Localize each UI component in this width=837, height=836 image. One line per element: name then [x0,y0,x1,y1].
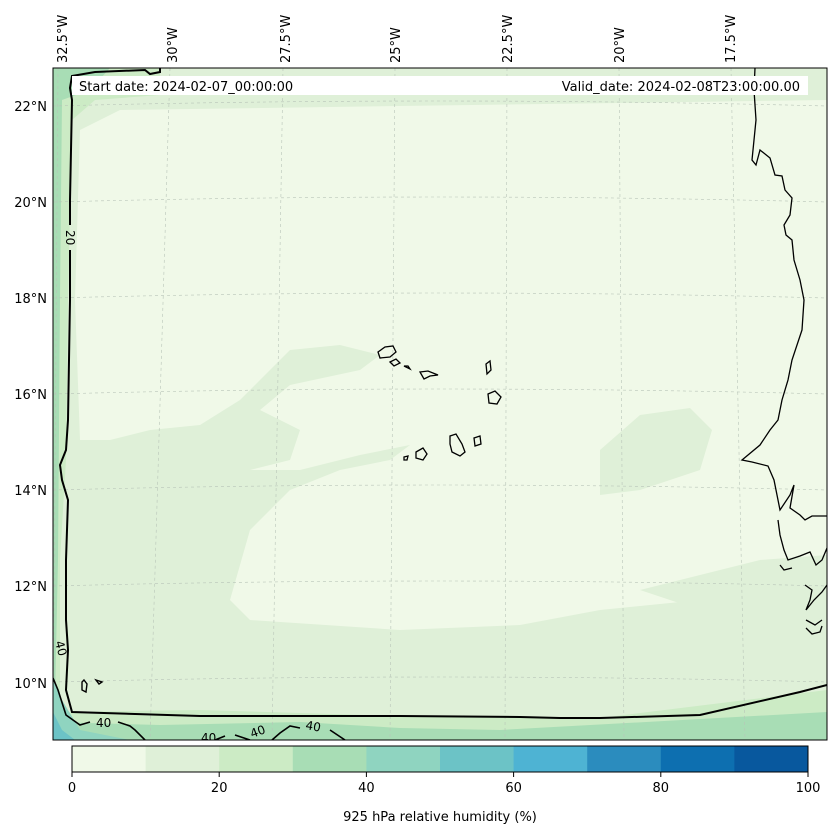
graticule [53,68,827,740]
island-santiago [449,433,466,457]
island-fogo [415,447,428,461]
longitude-labels: 32.5°W 30°W 27.5°W 25°W 22.5°W 20°W 17.5… [56,15,739,63]
lat-label: 18°N [14,292,47,307]
colorbar-ticks: 0 20 40 60 80 100 [68,772,821,796]
contour-40-b [214,734,251,740]
colorbar-swatch [219,746,294,772]
colorbar-label: 925 hPa relative humidity (%) [343,810,537,825]
colorbar-frame [71,745,809,773]
colorbar-swatches [72,746,809,772]
info-box [72,76,808,95]
map-frame [52,67,828,741]
colorbar-swatch [734,746,809,772]
colorbar-swatch [513,746,588,772]
lat-label: 22°N [14,100,47,115]
humidity-band-50-60 [53,712,75,740]
colorbar-swatch [366,746,441,772]
colorbar-tick-label: 100 [796,781,821,796]
start-date-label: Start date: 2024-02-07_00:00:00 [79,80,293,95]
island-boa-vista [487,390,502,405]
island-santa-luzia [403,365,412,371]
latitude-labels: 22°N 20°N 18°N 16°N 14°N 12°N 10°N [14,100,47,692]
island-brava [403,455,409,461]
humidity-band-10-20 [53,68,827,740]
island-sal [485,359,492,376]
valid-date-label: Valid_date: 2024-02-08T23:00:00.00 [562,80,800,95]
colorbar-swatch [292,746,367,772]
lon-label: 17.5°W [724,15,739,63]
colorbar: 0 20 40 60 80 100 925 hPa relative humidity (… [68,745,821,825]
colorbar-tick-label: 0 [68,781,76,796]
lon-label: 30°W [166,27,181,63]
contour-40 [53,677,146,740]
lon-label: 20°W [613,27,628,63]
contour-label-40-south-c: 40 [248,722,267,740]
humidity-band-10-20-east [600,408,712,495]
contour-40-c [271,725,346,740]
colorbar-swatch [145,746,220,772]
lat-label: 16°N [14,388,47,403]
humidity-band-40-50 [53,680,130,740]
contour-label-40-south-b: 40 [201,731,216,745]
colorbar-tick-label: 40 [358,781,375,796]
contour-label-40-south-d: 40 [304,718,321,734]
colorbar-tick-label: 80 [653,781,670,796]
island-sao-vicente [388,358,402,367]
lon-label: 22.5°W [501,15,516,63]
lat-label: 10°N [14,677,47,692]
africa-coast [740,68,827,635]
lon-label: 32.5°W [56,15,71,63]
island-maio [473,435,482,447]
contour-label-40-west: 40 [52,639,69,657]
colorbar-swatch [440,746,515,772]
colorbar-swatch [587,746,662,772]
coastlines [377,68,827,635]
colorbar-tick-label: 60 [505,781,522,796]
lat-label: 20°N [14,196,47,211]
lat-label: 14°N [14,484,47,499]
contour-label-20: 20 [63,230,77,245]
lat-label: 12°N [14,580,47,595]
humidity-band-30-40-south [53,712,827,740]
island-sao-nicolau [418,370,439,380]
colorbar-swatch [72,746,147,772]
contour-40-d [81,678,104,694]
island-santo-antao [377,345,397,359]
contour-label-40-south-a: 40 [96,716,111,730]
contour-20 [58,68,827,719]
map-panel: Start date: 2024-02-07_00:00:00 Valid_da… [52,68,827,745]
colorbar-tick-label: 20 [211,781,228,796]
humidity-band-20-30-west [53,68,160,740]
lon-label: 25°W [389,27,404,63]
humidity-band-30-40 [53,68,110,700]
colorbar-swatch [660,746,735,772]
lon-label: 27.5°W [279,15,294,63]
humidity-band-10-20-south [640,555,827,620]
